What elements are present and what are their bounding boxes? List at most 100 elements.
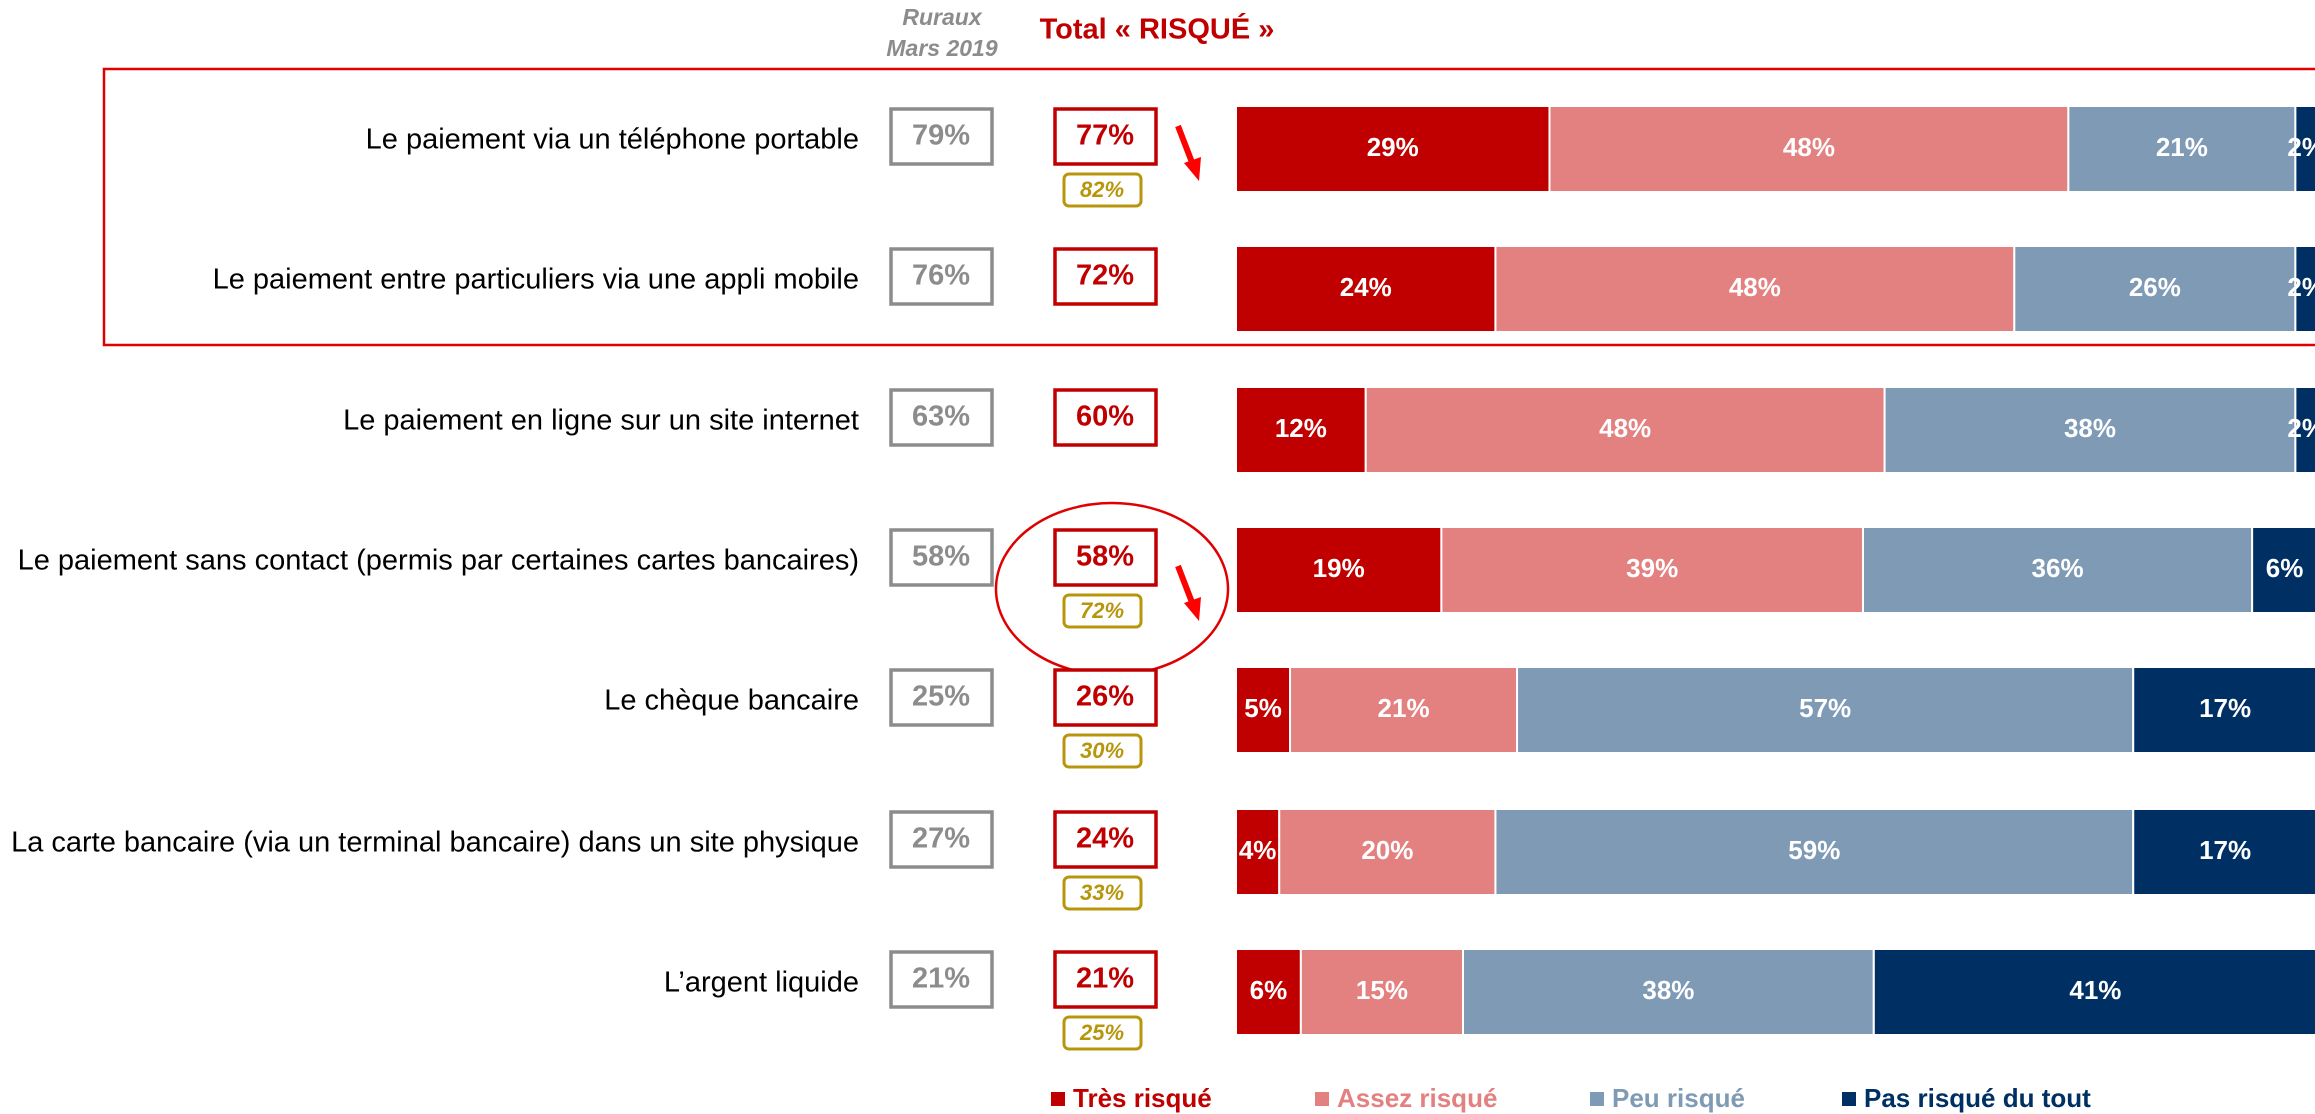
category-label: Le paiement sans contact (permis par cer… xyxy=(18,545,859,577)
bar-segment xyxy=(1872,948,2315,1036)
ruraux-box xyxy=(889,388,994,447)
bar-segment xyxy=(1494,808,2135,896)
ruraux-header: Mars 2019 xyxy=(886,35,997,61)
bar-segment xyxy=(1462,948,1875,1036)
bar-label: 4% xyxy=(1239,835,1277,865)
bar-label: 20% xyxy=(1361,835,1413,865)
legend-swatch xyxy=(1842,1092,1856,1106)
bar-segment xyxy=(1516,666,2135,754)
bar-label: 6% xyxy=(2266,553,2304,583)
bar-segment xyxy=(2067,105,2297,193)
total-header: Total « RISQUÉ » xyxy=(1040,12,1275,46)
previous-box xyxy=(1062,172,1143,208)
bar-label: 15% xyxy=(1356,975,1408,1005)
previous-value: 82% xyxy=(1080,177,1124,202)
total-value: 26% xyxy=(1076,681,1134,713)
bar-label: 36% xyxy=(2032,553,2084,583)
ruraux-box xyxy=(889,247,994,306)
bar-segment xyxy=(2294,245,2315,333)
total-box xyxy=(1053,107,1158,166)
highlight-frame xyxy=(102,67,2315,347)
ruraux-header: Ruraux xyxy=(902,4,982,30)
bar-label: 57% xyxy=(1799,693,1851,723)
bar-segment xyxy=(1278,808,1497,896)
bar-label: 26% xyxy=(2129,272,2181,302)
bar-label: 39% xyxy=(1626,553,1678,583)
trend-arrow xyxy=(1175,564,1201,621)
bar-label: 2% xyxy=(2287,413,2315,443)
bar-segment xyxy=(1235,245,1497,333)
bar-label: 29% xyxy=(1367,132,1419,162)
bar-label: 21% xyxy=(1378,693,1430,723)
ruraux-value: 27% xyxy=(912,823,970,855)
bar-segment xyxy=(1289,666,1519,754)
total-value: 72% xyxy=(1076,260,1134,292)
bar-label: 17% xyxy=(2199,693,2251,723)
total-value: 58% xyxy=(1076,541,1134,573)
bar-label: 48% xyxy=(1783,132,1835,162)
ruraux-value: 25% xyxy=(912,681,970,713)
ruraux-value: 58% xyxy=(912,541,970,573)
ruraux-box xyxy=(889,107,994,166)
legend-label: Peu risqué xyxy=(1612,1083,1745,1113)
bar-segment xyxy=(1299,948,1465,1036)
bar-label: 41% xyxy=(2069,975,2121,1005)
legend-swatch xyxy=(1051,1092,1065,1106)
previous-value: 30% xyxy=(1080,738,1124,763)
ruraux-box xyxy=(889,810,994,869)
bar-label: 59% xyxy=(1788,835,1840,865)
ruraux-value: 21% xyxy=(912,963,970,995)
bar-segment xyxy=(1494,245,2016,333)
trend-arrow xyxy=(1175,124,1201,181)
legend-swatch xyxy=(1315,1092,1329,1106)
bar-segment xyxy=(1235,948,1302,1036)
ruraux-value: 79% xyxy=(912,120,970,152)
bar-segment xyxy=(2132,666,2315,754)
bar-label: 48% xyxy=(1729,272,1781,302)
bar-label: 6% xyxy=(1250,975,1288,1005)
total-box xyxy=(1053,810,1158,869)
ruraux-value: 76% xyxy=(912,260,970,292)
category-label: L’argent liquide xyxy=(664,967,859,999)
bar-segment xyxy=(1440,526,1864,614)
bar-label: 12% xyxy=(1275,413,1327,443)
legend-label: Très risqué xyxy=(1073,1083,1212,1113)
total-value: 24% xyxy=(1076,823,1134,855)
category-label: Le paiement entre particuliers via une a… xyxy=(213,264,859,296)
bar-segment xyxy=(2294,105,2315,193)
bar-label: 48% xyxy=(1599,413,1651,443)
total-box xyxy=(1053,247,1158,306)
bar-segment xyxy=(2132,808,2315,896)
bar-label: 17% xyxy=(2199,835,2251,865)
bar-segment xyxy=(1861,526,2254,614)
total-box xyxy=(1053,950,1158,1009)
bar-label: 5% xyxy=(1244,693,1282,723)
category-label: Le paiement en ligne sur un site interne… xyxy=(343,405,859,437)
ruraux-box xyxy=(889,950,994,1009)
category-label: La carte bancaire (via un terminal banca… xyxy=(11,827,859,859)
total-value: 77% xyxy=(1076,120,1134,152)
previous-value: 25% xyxy=(1079,1020,1124,1045)
previous-value: 33% xyxy=(1080,880,1124,905)
previous-value: 72% xyxy=(1080,598,1124,623)
total-box xyxy=(1053,668,1158,727)
bar-label: 38% xyxy=(2064,413,2116,443)
ruraux-box xyxy=(889,528,994,587)
total-value: 21% xyxy=(1076,963,1134,995)
total-value: 60% xyxy=(1076,401,1134,433)
bar-segment xyxy=(1883,386,2297,474)
bar-segment xyxy=(1235,666,1292,754)
legend-swatch xyxy=(1590,1092,1604,1106)
bar-label: 2% xyxy=(2287,132,2315,162)
bar-label: 19% xyxy=(1313,553,1365,583)
ruraux-box xyxy=(889,668,994,727)
previous-box xyxy=(1062,1015,1143,1051)
bar-label: 24% xyxy=(1340,272,1392,302)
bar-label: 2% xyxy=(2287,272,2315,302)
category-label: Le chèque bancaire xyxy=(604,685,859,717)
bar-label: 21% xyxy=(2156,132,2208,162)
bar-segment xyxy=(1235,808,1281,896)
total-box xyxy=(1053,388,1158,447)
bar-segment xyxy=(1364,386,1886,474)
